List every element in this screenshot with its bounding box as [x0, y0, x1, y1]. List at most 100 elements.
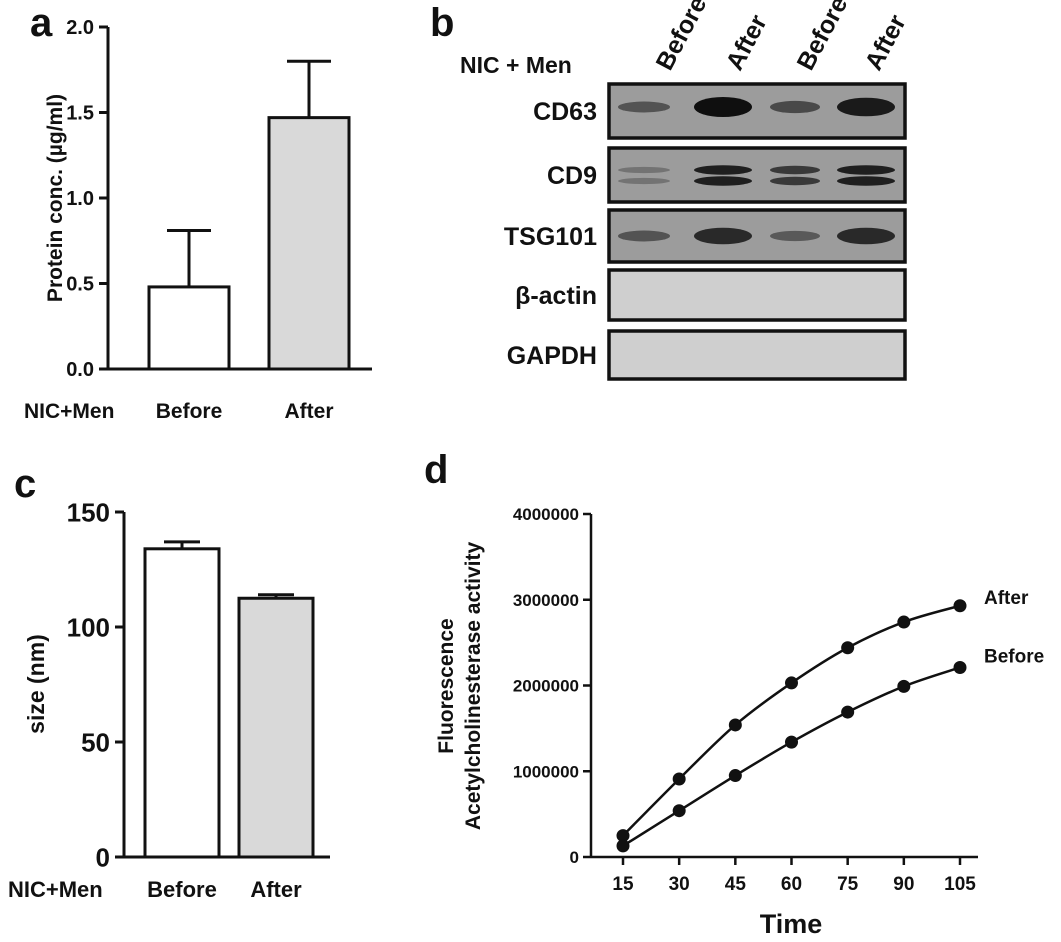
- x-tick-label: 15: [612, 874, 634, 895]
- series-line-before: [622, 666, 961, 847]
- blot-band: [618, 101, 670, 113]
- bar-before: [147, 285, 231, 371]
- chart-c: size (nm) Before After 0 50 100 150 NIC+Men: [8, 497, 330, 902]
- y-tick-label: 150: [67, 497, 110, 527]
- blot-band: [770, 230, 820, 242]
- x-category-label: After: [250, 877, 302, 902]
- blot-band: [837, 227, 895, 245]
- data-point-before: [841, 705, 855, 719]
- bar-before: [143, 547, 221, 859]
- chart-a: Protein conc. (µg/ml) Before After 0.0 0.5…: [24, 17, 372, 423]
- blot-band: [837, 176, 895, 186]
- chart-c-ylabel: size (nm): [23, 634, 49, 734]
- y-tick-label: 1.0: [66, 188, 94, 210]
- blot-header-label: NIC + Men: [460, 52, 572, 78]
- chart-a-row-label: NIC+Men: [24, 400, 114, 423]
- blot-lane-label: After: [721, 10, 773, 75]
- blot-lane-labels: Before After Before After: [651, 0, 912, 75]
- y-tick-label: 2.0: [66, 17, 94, 39]
- x-category-label: Before: [147, 877, 217, 902]
- blot-band: [694, 97, 752, 117]
- blot-band: [618, 230, 670, 242]
- blot-band: [837, 165, 895, 175]
- blot-lane-label: Before: [651, 0, 713, 75]
- y-tick-label: 50: [81, 727, 110, 757]
- y-tick-label: 0.5: [66, 274, 94, 296]
- blot-band: [618, 166, 670, 174]
- chart-d-ylabel-line1: Fluorescence: [435, 618, 458, 753]
- blot-row-label: TSG101: [504, 223, 597, 251]
- panel-label-c: c: [14, 462, 36, 506]
- chart-a-bars: Before After: [147, 59, 351, 423]
- chart-d-ylabel-line2: Acetylcholinesterase activity: [462, 542, 485, 831]
- y-tick-label: 2000000: [513, 677, 579, 696]
- data-point-after: [672, 772, 686, 786]
- x-tick-label: 30: [669, 874, 690, 895]
- blot-band: [694, 227, 752, 245]
- y-tick-label: 1.5: [66, 103, 94, 125]
- y-tick-label: 3000000: [513, 591, 579, 610]
- x-tick-label: 75: [837, 874, 859, 895]
- y-tick-label: 4000000: [513, 505, 579, 524]
- y-tick-label: 0.0: [66, 359, 94, 381]
- data-point-after: [953, 599, 967, 613]
- data-point-after: [616, 829, 630, 843]
- chart-c-ticks: 0 50 100 150: [67, 497, 124, 872]
- chart-a-ticks: 0.0 0.5 1.0 1.5 2.0: [66, 17, 108, 381]
- x-tick-label: 105: [944, 874, 976, 895]
- blot-rows: CD63 CD9 TSG101 β-actin GAPDH: [504, 82, 907, 381]
- y-tick-label: 1000000: [513, 762, 579, 781]
- blot-row-label: β-actin: [515, 282, 597, 310]
- data-point-before: [953, 660, 967, 674]
- series-label-before: Before: [984, 646, 1044, 667]
- blot-band: [837, 97, 895, 117]
- bar-after: [237, 596, 315, 859]
- y-tick-label: 0: [570, 848, 579, 867]
- data-point-before: [616, 839, 630, 853]
- series-line-after: [622, 604, 961, 837]
- chart-a-ylabel: Protein conc. (µg/ml): [44, 94, 67, 302]
- blot-row-label: CD9: [547, 162, 597, 190]
- data-point-after: [785, 676, 798, 690]
- blot-band: [618, 177, 670, 185]
- data-point-after: [728, 718, 742, 732]
- chart-d-ticks: 0 1000000 2000000 3000000 4000000 15 30 45 60 75 9…: [513, 505, 976, 895]
- panel-label-a: a: [30, 1, 53, 45]
- data-point-before: [785, 735, 798, 749]
- panel-label-b: b: [430, 1, 454, 45]
- blot-band: [770, 176, 820, 186]
- blot-band: [770, 165, 820, 175]
- x-category-label: Before: [156, 400, 223, 423]
- series-label-after: After: [984, 588, 1029, 609]
- y-tick-label: 0: [96, 842, 110, 872]
- blot-band: [694, 165, 752, 175]
- blot-band: [770, 100, 820, 114]
- x-tick-label: 45: [725, 874, 747, 895]
- blot-membrane: [607, 329, 907, 381]
- x-category-label: After: [284, 400, 333, 423]
- blot-band: [694, 176, 752, 186]
- blot-panel: NIC + Men Before After Before After CD63CD9…: [460, 0, 912, 381]
- blot-membrane: [607, 268, 907, 322]
- data-point-before: [897, 679, 911, 693]
- chart-c-row-label: NIC+Men: [8, 877, 103, 902]
- bar-after: [267, 116, 351, 371]
- chart-d-series: After Before: [616, 588, 1044, 853]
- chart-c-bars: Before After: [143, 540, 315, 902]
- blot-lane-label: Before: [792, 0, 854, 75]
- x-tick-label: 60: [781, 874, 802, 895]
- blot-lane-label: After: [860, 10, 912, 75]
- chart-d-xlabel: Time: [760, 909, 823, 939]
- chart-d: Fluorescence Acetylcholinesterase activi…: [435, 505, 1044, 939]
- data-point-after: [897, 615, 911, 629]
- chart-d-axes: [589, 514, 978, 859]
- data-point-after: [841, 641, 855, 655]
- blot-row-label: GAPDH: [507, 342, 597, 370]
- data-point-before: [728, 769, 742, 783]
- x-tick-label: 90: [893, 874, 914, 895]
- panel-label-d: d: [424, 448, 448, 492]
- data-point-before: [672, 804, 686, 818]
- y-tick-label: 100: [67, 612, 110, 642]
- blot-membrane: [607, 146, 907, 204]
